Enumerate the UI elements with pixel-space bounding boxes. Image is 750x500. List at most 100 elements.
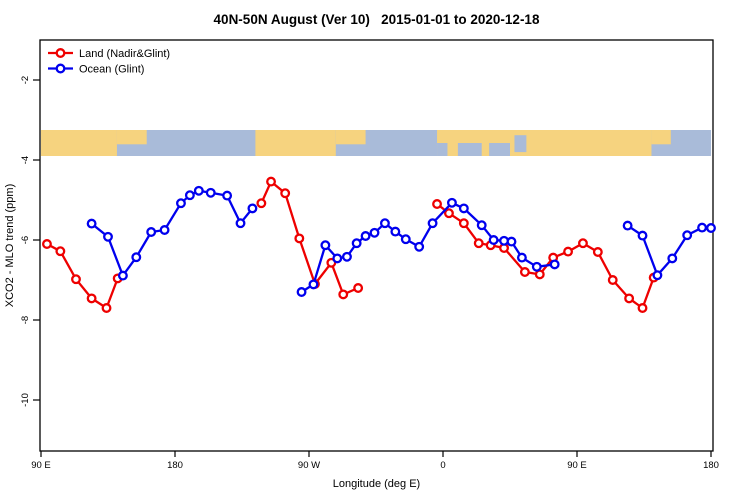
land-data-point-marker [338,289,349,300]
map-strip-inland-sea [457,143,482,156]
land-data-point-marker [607,275,618,285]
ocean-series [86,185,716,297]
land-data-point-marker [432,199,442,209]
land-data-point-marker [534,269,545,280]
land-data-point-marker [101,303,112,313]
map-strip-land [116,130,147,145]
ocean-data-point-marker [516,252,527,263]
ocean-data-point-marker [427,218,438,229]
chart-title: 40N-50N August (Ver 10) 2015-01-01 to 20… [214,12,540,27]
ocean-data-point-marker [390,226,401,237]
map-strip-land [41,130,117,156]
land-data-point-marker [519,267,530,277]
ocean-series-line [300,201,556,294]
x-tick-label: 0 [440,460,445,471]
land-series-line [260,180,360,296]
ocean-data-point-marker [400,234,411,245]
ocean-data-point-marker [86,218,97,229]
ocean-data-point-marker [247,203,258,214]
y-tick-label: -6 [20,236,31,244]
ocean-data-point-marker [117,270,128,281]
map-strip-inland-sea [437,143,448,156]
map-strip-land [255,130,336,156]
ocean-data-point-marker [622,220,633,231]
map-strip-land [651,130,671,145]
ocean-data-point-marker [342,251,352,262]
ocean-data-point-marker [379,218,390,229]
ocean-data-point-marker [446,197,457,208]
map-strip-land [335,130,366,145]
land-series-line [435,202,655,310]
map-strip [41,130,711,156]
ocean-data-point-marker [332,253,343,264]
land-data-point-marker [71,274,81,285]
land-data-point-marker [86,293,97,304]
y-tick-label: -2 [20,76,31,84]
ocean-data-point-marker [652,270,663,281]
y-tick-label: -4 [20,156,31,164]
legend-marker-sample [55,48,66,58]
ocean-data-point-marker [637,230,648,241]
ocean-data-point-marker [235,218,246,229]
ocean-data-point-marker [360,231,371,241]
land-data-point-marker [592,247,603,257]
x-tick-label: 90 E [31,460,51,471]
ocean-data-point-marker [549,259,560,270]
land-data-point-marker [55,246,66,257]
land-data-point-marker [444,208,454,219]
ocean-data-point-marker [706,223,716,233]
land-data-point-marker [624,293,635,304]
ocean-data-point-marker [308,279,319,290]
ocean-data-point-marker [488,235,499,245]
x-axis-label: Longitude (deg E) [333,478,420,490]
land-data-point-marker [637,303,648,313]
ocean-data-point-marker [476,220,487,231]
map-strip-inland-sea [489,143,510,156]
ocean-data-point-marker [682,230,693,241]
ocean-data-point-marker [351,238,362,249]
ocean-data-point-marker [667,253,678,264]
ocean-data-point-marker [296,287,307,297]
legend-entry-label: Ocean (Glint) [79,64,144,76]
map-strip-inland-sea [514,135,527,153]
land-data-point-marker [473,238,484,249]
land-data-point-marker [458,218,469,229]
legend-marker-sample [55,63,66,74]
ocean-data-point-marker [103,231,113,242]
ocean-data-point-marker [458,203,469,214]
land-data-point-marker [294,233,305,244]
ocean-data-point-marker [146,227,157,237]
x-tick-label: 90 E [567,460,587,471]
plot-border [39,39,714,452]
ocean-data-point-marker [176,198,186,209]
land-series [42,176,659,313]
ocean-data-point-marker [320,240,331,251]
ocean-data-point-marker [414,241,425,252]
ocean-data-point-marker [193,185,204,196]
land-data-point-marker [563,246,574,257]
y-tick-label: -10 [20,393,31,407]
land-data-point-marker [578,238,588,249]
ocean-data-point-marker [184,190,195,201]
ocean-data-point-marker [697,222,708,233]
land-data-point-marker [42,239,52,249]
land-data-point-marker [353,283,364,293]
ocean-data-point-marker [531,261,542,272]
ocean-data-point-marker [222,190,233,201]
land-data-point-marker [266,176,276,187]
ocean-data-point-marker [205,187,216,198]
x-tick-label: 180 [167,460,183,471]
legend-entry-label: Land (Nadir&Glint) [79,48,170,60]
land-data-point-marker [280,188,291,199]
land-data-point-marker [256,198,267,209]
y-tick-label: -8 [20,316,31,324]
ocean-data-point-marker [369,227,380,238]
ocean-data-point-marker [159,225,170,235]
ocean-data-point-marker [506,236,517,247]
legend: Land (Nadir&Glint) Ocean (Glint) [48,48,170,76]
x-tick-label: 180 [703,460,719,471]
ocean-series-line [90,189,254,277]
x-tick-label: 90 W [298,460,320,471]
